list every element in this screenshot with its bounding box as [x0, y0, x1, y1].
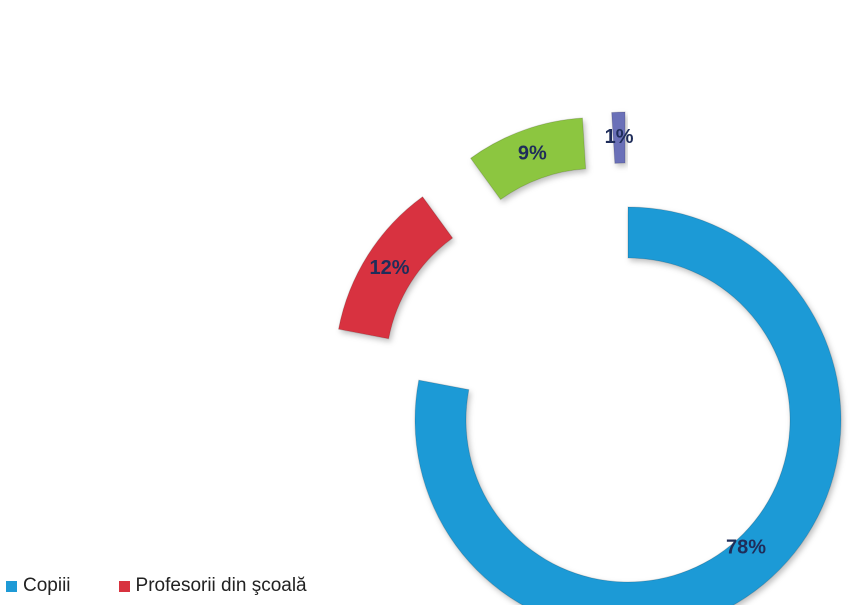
legend-label-profesorii: Profesorii din şcoală	[135, 575, 307, 596]
slice-green	[469, 117, 587, 201]
legend-label-copiii: Copiii	[23, 575, 71, 596]
legend-item-profesorii: Profesorii din şcoală	[118, 575, 307, 597]
slice-label-green: 9%	[518, 142, 547, 164]
slice-label-profesorii: 12%	[369, 257, 409, 279]
slice-copiii	[414, 206, 842, 605]
slice-label-copiii: 78%	[726, 536, 766, 558]
legend-item-copiii: Copiii	[6, 575, 71, 597]
slice-profesorii	[337, 196, 454, 340]
slice-purple	[611, 111, 626, 164]
chart-legend: Copiii Profesorii din şcoală	[6, 575, 307, 597]
slice-label-purple: 1%	[605, 126, 634, 148]
legend-swatch-copiii	[6, 580, 17, 592]
legend-swatch-profesorii	[118, 580, 130, 592]
